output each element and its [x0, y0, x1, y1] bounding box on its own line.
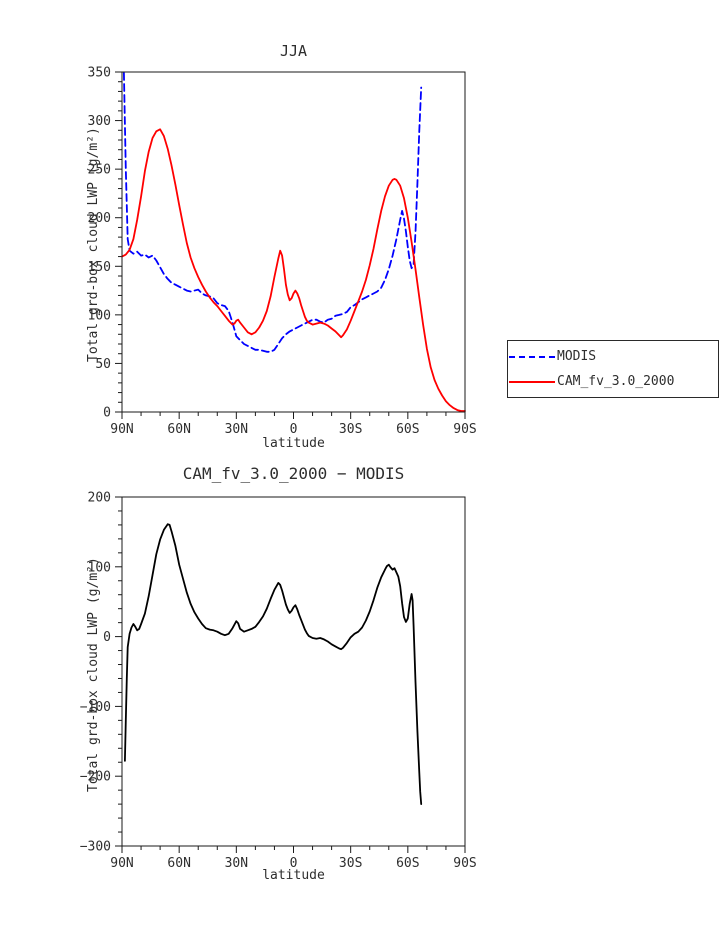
legend-label-modis: MODIS — [557, 349, 597, 364]
legend-item-cam: CAM_fv_3.0_2000 — [508, 369, 718, 394]
svg-text:50: 50 — [95, 357, 111, 372]
svg-text:60S: 60S — [396, 856, 419, 871]
cam-line-swatch — [509, 380, 555, 383]
svg-text:30N: 30N — [225, 856, 248, 871]
bottom-chart-title: CAM_fv_3.0_2000 − MODIS — [182, 464, 405, 483]
svg-text:250: 250 — [88, 163, 111, 178]
svg-text:350: 350 — [88, 66, 111, 81]
svg-text:−300: −300 — [80, 840, 111, 855]
svg-text:0: 0 — [103, 406, 111, 421]
svg-text:0: 0 — [290, 422, 298, 437]
top-chart-canvas: 90N 60N 30N 0 30S 60S 90S 0 50 100 150 200 250 300 350 — [88, 66, 477, 438]
svg-text:100: 100 — [88, 560, 111, 575]
svg-text:90N: 90N — [110, 422, 133, 437]
top-chart-x-axis-label: latitude — [262, 436, 325, 451]
svg-text:0: 0 — [290, 856, 298, 871]
svg-text:60N: 60N — [167, 856, 190, 871]
svg-text:90S: 90S — [453, 422, 476, 437]
svg-text:100: 100 — [88, 308, 111, 323]
legend-label-cam: CAM_fv_3.0_2000 — [557, 374, 675, 389]
svg-text:30S: 30S — [339, 422, 362, 437]
svg-text:−100: −100 — [80, 700, 111, 715]
svg-text:0: 0 — [103, 630, 111, 645]
legend-item-modis: MODIS — [508, 344, 718, 369]
svg-text:200: 200 — [88, 211, 111, 226]
svg-text:90S: 90S — [453, 856, 476, 871]
modis-line-swatch — [509, 355, 555, 358]
bottom-chart-x-axis-label: latitude — [262, 868, 325, 883]
svg-text:90N: 90N — [110, 856, 133, 871]
svg-text:300: 300 — [88, 114, 111, 129]
svg-text:−200: −200 — [80, 770, 111, 785]
top-chart-title: JJA — [279, 42, 308, 60]
svg-text:30S: 30S — [339, 856, 362, 871]
svg-text:150: 150 — [88, 260, 111, 275]
bottom-chart-canvas: 90N 60N 30N 0 30S 60S 90S −300 −200 −100 0 100 200 — [80, 491, 477, 872]
svg-text:200: 200 — [88, 491, 111, 506]
svg-text:60S: 60S — [396, 422, 419, 437]
svg-text:60N: 60N — [167, 422, 190, 437]
svg-text:30N: 30N — [225, 422, 248, 437]
legend: MODIS CAM_fv_3.0_2000 — [507, 340, 719, 398]
